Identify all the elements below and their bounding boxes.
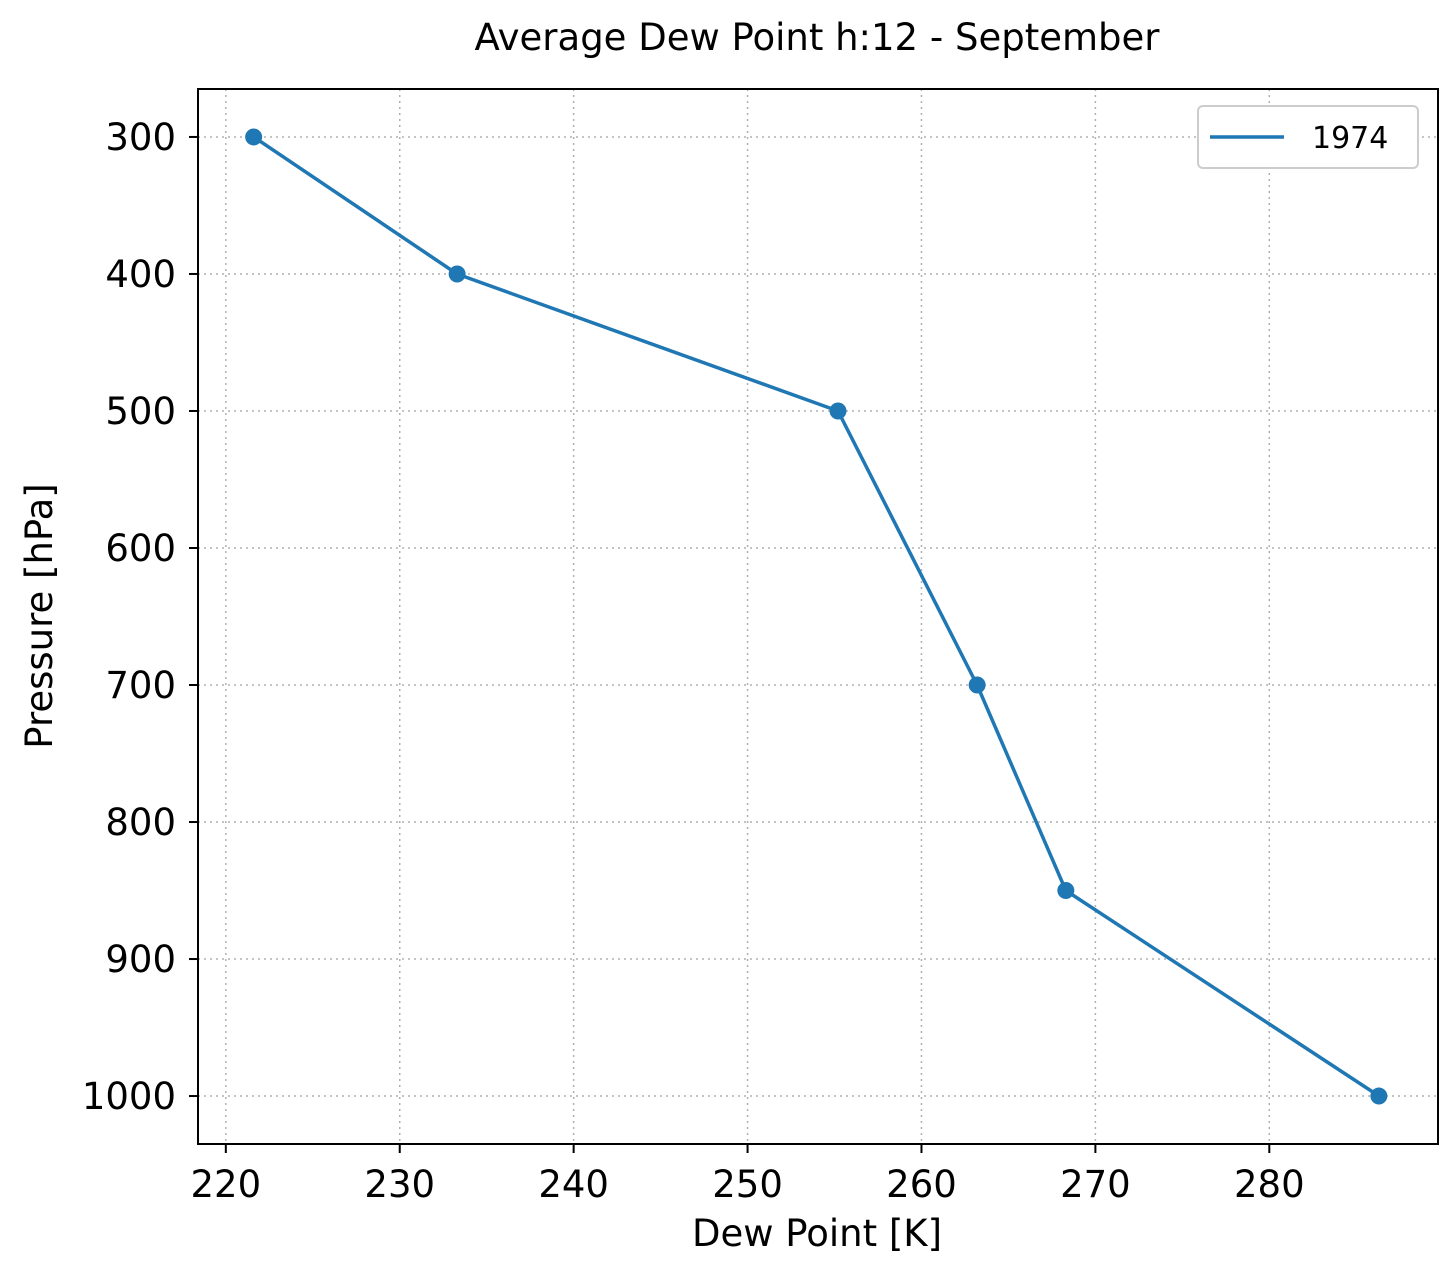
x-tick-label: 270	[1060, 1163, 1131, 1206]
x-tick-label: 220	[191, 1163, 262, 1206]
tick-layer: 220 230 240 250 260 270 280 300 400 500 600 700 800 9…	[82, 116, 1305, 1206]
data-point	[245, 128, 263, 146]
y-tick-label: 300	[105, 116, 176, 159]
y-axis-label: Pressure [hPa]	[18, 483, 61, 748]
y-tick-label: 800	[105, 801, 176, 844]
x-tick-label: 280	[1234, 1163, 1305, 1206]
x-tick-label: 250	[712, 1163, 783, 1206]
x-axis-label: Dew Point [K]	[692, 1212, 942, 1255]
y-tick-label: 500	[105, 390, 176, 433]
chart-title: Average Dew Point h:12 - September	[475, 16, 1161, 59]
y-tick-label: 700	[105, 664, 176, 707]
data-point	[829, 402, 847, 420]
data-point	[1370, 1087, 1388, 1105]
x-tick-label: 230	[364, 1163, 435, 1206]
series-line	[252, 135, 1380, 1098]
data-point	[448, 265, 466, 283]
series-layer	[245, 128, 1388, 1105]
data-point	[1057, 882, 1075, 900]
y-tick-label: 1000	[82, 1075, 176, 1118]
data-point	[968, 676, 986, 694]
legend-label: 1974	[1312, 121, 1388, 156]
x-tick-label: 240	[538, 1163, 609, 1206]
y-tick-label: 600	[105, 527, 176, 570]
y-tick-label: 900	[105, 938, 176, 981]
plot-area-frame	[197, 88, 1439, 1145]
legend-box	[1197, 105, 1419, 169]
y-tick-label: 400	[105, 253, 176, 296]
grid-layer	[198, 89, 1438, 1144]
x-tick-label: 260	[886, 1163, 957, 1206]
legend: 1974	[1197, 105, 1419, 169]
